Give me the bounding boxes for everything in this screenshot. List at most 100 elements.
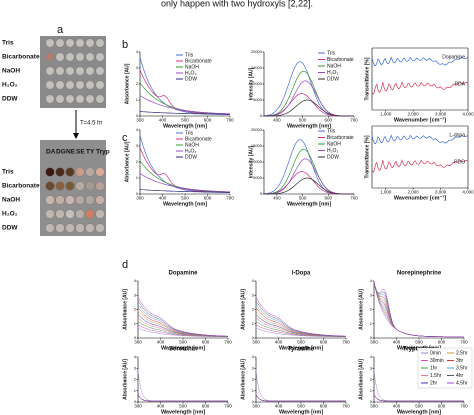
y-axis-label: Absorbance [AU] — [358, 359, 364, 400]
well — [65, 38, 75, 48]
y-axis-label: Absorbance [AU] — [124, 63, 130, 104]
well — [85, 167, 95, 177]
y-tick-label: 1 — [134, 388, 137, 393]
x-tick-label: 700 — [350, 196, 358, 201]
legend-label: Bicarbonate — [185, 136, 212, 142]
curve — [373, 394, 464, 402]
y-tick-label: 3 — [134, 365, 137, 370]
x-tick-label: 300 — [136, 196, 144, 201]
curve — [137, 394, 228, 402]
y-tick-label: 3 — [136, 65, 139, 70]
chart-title: Tyramine — [288, 347, 315, 353]
x-tick-label: 300 — [370, 404, 378, 409]
curve — [263, 61, 354, 117]
curve — [264, 99, 354, 117]
curve — [264, 171, 354, 195]
well — [95, 195, 105, 205]
well — [65, 52, 75, 62]
row-label: Bicarbonate — [2, 183, 40, 190]
curve — [255, 300, 346, 337]
x-tick-label: 700 — [342, 340, 350, 345]
x-tick-label: 400 — [393, 340, 401, 345]
well — [85, 94, 95, 104]
panel-label: c — [122, 132, 128, 144]
trace-label: L-dopa — [449, 132, 465, 138]
arrow-head — [73, 133, 79, 139]
y-tick-label: 0 — [260, 191, 263, 196]
y-axis-label: Intensity [AU] — [248, 145, 254, 178]
well — [45, 52, 55, 62]
x-tick-label: 4,000 — [462, 112, 474, 117]
x-tick-label: 700 — [460, 340, 468, 345]
arrow-label: T=4.5 hr — [80, 121, 103, 127]
well — [55, 38, 65, 48]
x-tick-label: 300 — [370, 340, 378, 345]
y-axis-label: Transmittance [%] — [364, 135, 370, 178]
x-tick-label: 400 — [275, 404, 283, 409]
legend-label: Tris — [327, 128, 336, 134]
curve — [255, 394, 346, 402]
x-tick-label: 500 — [181, 118, 189, 123]
well — [75, 80, 85, 90]
curve — [373, 394, 464, 402]
well — [65, 209, 75, 219]
y-tick-label: 0 — [134, 399, 137, 404]
x-tick-label: 2,000 — [408, 190, 420, 195]
panel-label: b — [122, 39, 128, 51]
curve — [137, 394, 228, 402]
curve — [137, 369, 228, 402]
y-tick-label: 15000 — [251, 65, 263, 70]
x-tick-label: 2,000 — [408, 112, 420, 117]
well — [75, 94, 85, 104]
y-tick-label: 20000 — [251, 49, 263, 54]
well — [75, 38, 85, 48]
y-tick-label: 4 — [134, 354, 137, 359]
y-tick-label: 4 — [136, 127, 139, 132]
x-axis-label: Wavelength [nm] — [161, 409, 205, 415]
well — [95, 209, 105, 219]
legend-label: Tris — [185, 52, 194, 58]
y-tick-label: 0 — [136, 191, 139, 196]
y-tick-label: 0 — [260, 113, 263, 118]
y-tick-label: 0 — [134, 335, 137, 340]
legend-label: H₂O₂ — [327, 148, 338, 154]
legend-label: 0min — [430, 350, 441, 356]
x-tick-label: 700 — [224, 404, 232, 409]
row-label: DDW — [2, 225, 18, 232]
x-tick-label: 500 — [297, 340, 305, 345]
column-label: SE — [76, 149, 85, 156]
curve — [373, 394, 464, 402]
x-tick-label: 700 — [224, 340, 232, 345]
chart-title: Dopamine — [168, 271, 198, 277]
legend-label: 4hr — [456, 373, 464, 379]
chart-title: Serotonin — [169, 347, 197, 353]
curve — [255, 394, 346, 402]
well — [85, 209, 95, 219]
x-tick-label: 500 — [181, 196, 189, 201]
x-tick-label: 600 — [204, 118, 212, 123]
y-axis-label: Absorbance [AU] — [240, 289, 246, 330]
well — [75, 223, 85, 233]
well — [95, 52, 105, 62]
well — [45, 223, 55, 233]
x-tick-label: 4,000 — [462, 190, 474, 195]
legend-label: 1hr — [430, 365, 438, 371]
y-tick-label: 3 — [252, 292, 255, 297]
x-tick-label: 400 — [273, 196, 281, 201]
x-tick-label: 400 — [159, 118, 167, 123]
curve — [373, 281, 464, 338]
curve — [264, 93, 354, 117]
y-tick-label: 2 — [252, 377, 255, 382]
x-tick-label: 400 — [273, 118, 281, 123]
legend-label: DDW — [185, 154, 197, 160]
y-tick-label: 2 — [136, 81, 139, 86]
row-label: Bicarbonate — [2, 54, 40, 61]
trace-label: PDA — [455, 81, 466, 87]
y-tick-label: 20000 — [251, 127, 263, 132]
column-label: TY — [86, 149, 95, 156]
x-tick-label: 700 — [226, 118, 234, 123]
y-tick-label: 3 — [252, 365, 255, 370]
legend-label: DDW — [327, 154, 339, 160]
y-tick-label: 0 — [252, 399, 255, 404]
y-tick-label: 4 — [370, 278, 373, 283]
